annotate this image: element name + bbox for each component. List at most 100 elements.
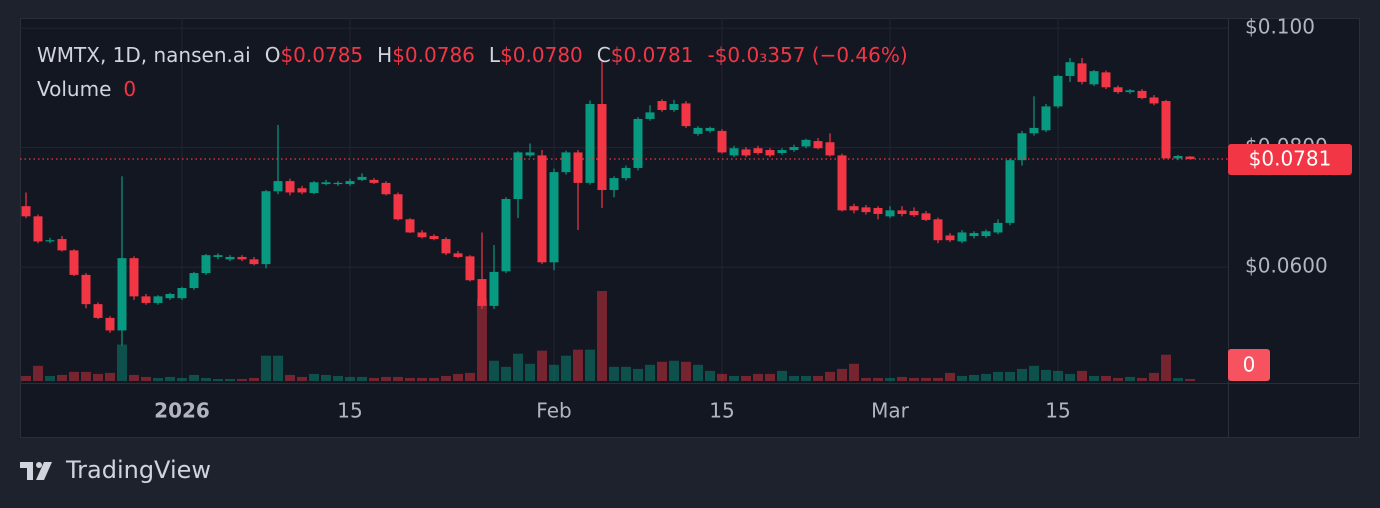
volume-bar xyxy=(753,373,763,381)
volume-bar xyxy=(885,377,895,381)
volume-bar xyxy=(585,349,595,381)
candle-body xyxy=(177,288,187,299)
candle-body xyxy=(453,253,463,257)
legend-symbol: WMTX, 1D, nansen.ai xyxy=(37,43,251,67)
candle-body xyxy=(333,182,343,185)
volume-bar xyxy=(33,365,43,381)
candle-body xyxy=(861,207,871,213)
logo-part xyxy=(36,462,52,480)
volume-bar xyxy=(681,361,691,381)
candle-body xyxy=(1053,75,1063,107)
candle-body xyxy=(1065,62,1075,76)
candle-body xyxy=(465,256,475,281)
volume-bar xyxy=(357,376,367,381)
candle-body xyxy=(57,239,67,251)
candle-body xyxy=(441,239,451,254)
volume-bar xyxy=(237,378,247,381)
candle-body xyxy=(249,259,259,265)
volume-bar xyxy=(597,291,607,381)
volume-bar xyxy=(489,360,499,381)
volume-bar xyxy=(21,375,31,381)
volume-bar xyxy=(1017,368,1027,381)
candle-body xyxy=(681,103,691,127)
volume-bar xyxy=(213,378,223,381)
volume-bar xyxy=(453,373,463,381)
volume-bar xyxy=(477,299,487,381)
volume-bar xyxy=(729,375,739,381)
volume-bar xyxy=(1089,375,1099,381)
legend-value: $0.0781 xyxy=(611,43,694,67)
candle-body xyxy=(237,256,247,260)
legend-value: $0.0780 xyxy=(500,43,583,67)
volume-bar xyxy=(861,377,871,381)
x-tick-label: 2026 xyxy=(154,399,210,423)
volume-bar xyxy=(1077,370,1087,381)
candle-body xyxy=(741,149,751,156)
legend-key: L xyxy=(489,43,501,67)
volume-layer xyxy=(21,291,1195,381)
candle-body xyxy=(201,255,211,274)
volume-bar xyxy=(945,372,955,381)
y-tick-label: $0.0600 xyxy=(1245,254,1328,278)
candle-body xyxy=(525,152,535,156)
candle-body xyxy=(981,231,991,237)
volume-bar xyxy=(1041,369,1051,381)
volume-bar xyxy=(1185,378,1195,381)
candle-body xyxy=(69,250,79,275)
volume-bar xyxy=(693,364,703,381)
volume-bar xyxy=(705,370,715,381)
volume-bar xyxy=(165,376,175,381)
candle-body xyxy=(813,141,823,149)
volume-bar xyxy=(153,377,163,381)
volume-bar xyxy=(1173,377,1183,381)
candle-body xyxy=(273,181,283,192)
candle-body xyxy=(765,150,775,156)
candle-body xyxy=(657,101,667,110)
candle-body xyxy=(669,104,679,110)
candle-body xyxy=(33,216,43,242)
candle-body xyxy=(477,279,487,306)
axis-layer: $0.100$0.0800$0.0600202615Feb15Mar15$0.0… xyxy=(20,15,1352,423)
candle-body xyxy=(561,152,571,173)
volume-bar xyxy=(1065,373,1075,381)
volume-axis-tag xyxy=(1228,349,1270,381)
candle-body xyxy=(1125,90,1135,93)
volume-bar xyxy=(561,355,571,381)
volume-bar xyxy=(1005,371,1015,381)
candle-body xyxy=(885,210,895,217)
volume-bar xyxy=(765,373,775,381)
volume-bar xyxy=(825,371,835,381)
volume-bar xyxy=(405,377,415,381)
candle-body xyxy=(1089,71,1099,85)
volume-bar xyxy=(201,377,211,381)
candle-body xyxy=(165,293,175,299)
volume-bar xyxy=(381,376,391,381)
volume-bar xyxy=(1101,375,1111,381)
candle-body xyxy=(285,181,295,193)
candle-body xyxy=(129,258,139,297)
volume-bar xyxy=(177,377,187,381)
candle-body xyxy=(369,179,379,183)
candle-body xyxy=(1185,156,1195,159)
candle-body xyxy=(537,155,547,263)
x-tick-label: Mar xyxy=(871,399,910,423)
candle-body xyxy=(93,304,103,318)
candle-body xyxy=(873,207,883,214)
volume-bar xyxy=(717,373,727,381)
candle-body xyxy=(921,213,931,220)
volume-bar xyxy=(465,372,475,381)
candle-body xyxy=(357,176,367,180)
volume-bar xyxy=(333,375,343,381)
volume-bar xyxy=(549,364,559,381)
volume-bar xyxy=(501,366,511,381)
legend-change: -$0.0₃357 (−0.46%) xyxy=(707,43,907,67)
candle-body xyxy=(213,255,223,257)
legend-key: C xyxy=(597,43,611,67)
volume-bar xyxy=(573,349,583,381)
volume-bar xyxy=(957,375,967,381)
candle-body xyxy=(1077,63,1087,82)
candle-body xyxy=(345,181,355,185)
candle-body xyxy=(729,148,739,156)
